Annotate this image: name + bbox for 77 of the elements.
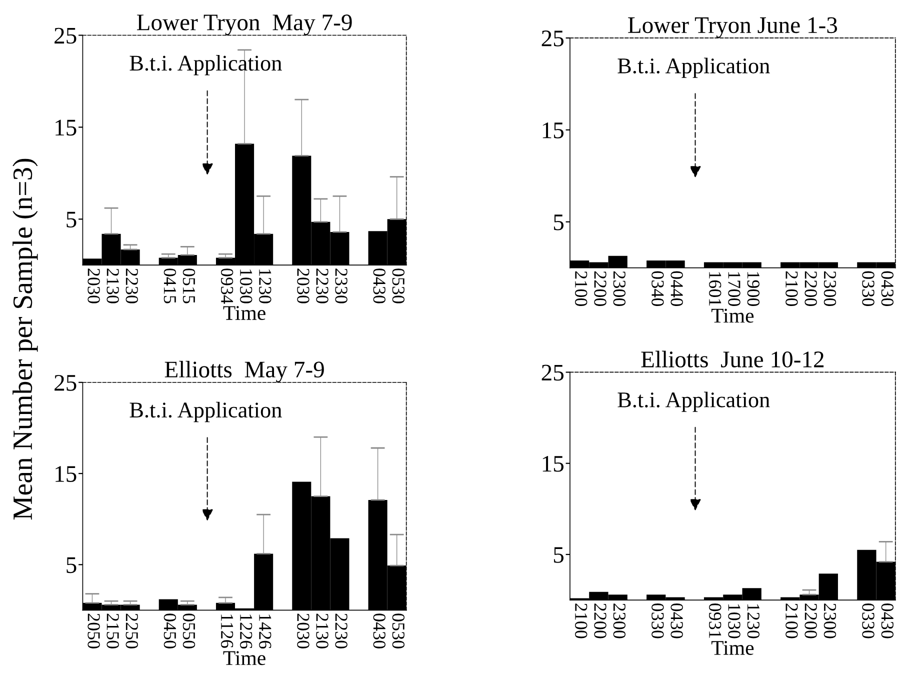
x-tick-label: 0430 [670, 603, 683, 638]
y-tick-label: 25 [54, 374, 76, 391]
x-tick-label: 2230 [126, 268, 138, 304]
x-tick-label: 2030 [297, 614, 310, 648]
y-tick-label: 5 [554, 547, 564, 563]
y-tick-label: 25 [542, 364, 564, 381]
x-tick-label: 0450 [164, 614, 176, 648]
x-tick-label: 0330 [652, 603, 664, 638]
x-tick-label: 1030 [728, 604, 740, 638]
x-tick-label: 0515 [182, 268, 196, 304]
x-axis-title: Time [711, 640, 754, 655]
x-tick-label: 1900 [747, 272, 760, 306]
x-tick-label: 2200 [804, 271, 817, 306]
y-tick-label: 5 [66, 557, 76, 574]
x-tick-label: 2050 [88, 614, 100, 648]
x-tick-label: 2200 [594, 271, 606, 306]
x-axis-title: Time [223, 306, 266, 320]
y-tick-label: 5 [554, 214, 564, 230]
x-tick-label: 2330 [335, 268, 348, 304]
x-tick-label: 0430 [373, 268, 386, 304]
y-tick-label: 5 [66, 212, 76, 228]
x-tick-label: 0330 [862, 603, 874, 638]
annotation: B.t.i. Application [618, 392, 770, 412]
x-tick-label: 2250 [126, 614, 138, 648]
x-tick-label: 0340 [652, 271, 664, 306]
x-tick-label: 0440 [670, 271, 683, 306]
chart-title: Elliotts May 7-9 [164, 360, 324, 382]
x-tick-label: 1230 [259, 269, 272, 304]
x-axis-title: Time [711, 308, 754, 323]
x-tick-label: 0430 [881, 603, 894, 638]
x-tick-label: 2100 [575, 604, 588, 638]
y-tick-label: 25 [54, 28, 76, 44]
x-tick-label: 2100 [786, 604, 798, 638]
chart-title: Elliotts June 10-12 [641, 350, 824, 368]
y-tick-label: 15 [542, 456, 564, 472]
x-tick-label: 0430 [881, 271, 894, 306]
y-tick-label: 15 [56, 466, 76, 482]
annotation: B.t.i. Application [618, 58, 770, 78]
x-tick-label: 1030 [240, 269, 252, 304]
x-tick-label: 2030 [297, 268, 310, 304]
x-tick-label: 0530 [392, 268, 404, 304]
chart-title: Lower Tryon June 1-3 [628, 17, 838, 38]
x-tick-label: 1226 [240, 614, 252, 649]
x-tick-label: 2150 [106, 614, 119, 648]
x-tick-label: 2200 [804, 604, 817, 638]
x-tick-label: 2200 [594, 604, 606, 638]
x-tick-label: 2100 [786, 271, 798, 306]
x-tick-label: 0550 [182, 614, 196, 648]
x-tick-label: 2030 [88, 268, 100, 304]
x-tick-label: 2230 [335, 614, 348, 648]
x-tick-label: 1426 [259, 614, 272, 649]
y-tick-label: 25 [542, 30, 564, 46]
x-tick-label: 1126 [220, 614, 234, 648]
x-axis-title: Time [223, 651, 266, 666]
x-tick-label: 2300 [824, 271, 836, 306]
x-tick-label: 2230 [316, 268, 328, 304]
x-tick-label: 1601 [709, 272, 722, 306]
x-tick-label: 0430 [373, 614, 386, 648]
y-tick-label: 15 [542, 122, 564, 138]
x-tick-label: 0530 [392, 614, 404, 648]
x-tick-label: 0934 [220, 268, 234, 304]
x-tick-label: 1230 [747, 604, 760, 638]
x-tick-label: 2130 [106, 268, 119, 304]
chart-title: Lower Tryon May 7-9 [136, 14, 352, 36]
x-tick-label: 2300 [613, 271, 626, 306]
x-tick-label: 2100 [575, 271, 588, 306]
y-tick-label: 15 [56, 120, 76, 136]
x-tick-label: 1700 [728, 272, 740, 306]
annotation: B.t.i. Application [130, 55, 282, 76]
annotation: B.t.i. Application [130, 402, 282, 422]
x-tick-label: 0931 [709, 603, 722, 638]
x-tick-label: 2300 [613, 604, 626, 638]
y-axis-title: Mean Number per Sample (n=3) [12, 158, 38, 520]
x-tick-label: 0415 [164, 268, 176, 304]
x-tick-label: 0330 [862, 271, 874, 306]
x-tick-label: 2130 [316, 614, 328, 648]
x-tick-label: 2300 [824, 604, 836, 638]
